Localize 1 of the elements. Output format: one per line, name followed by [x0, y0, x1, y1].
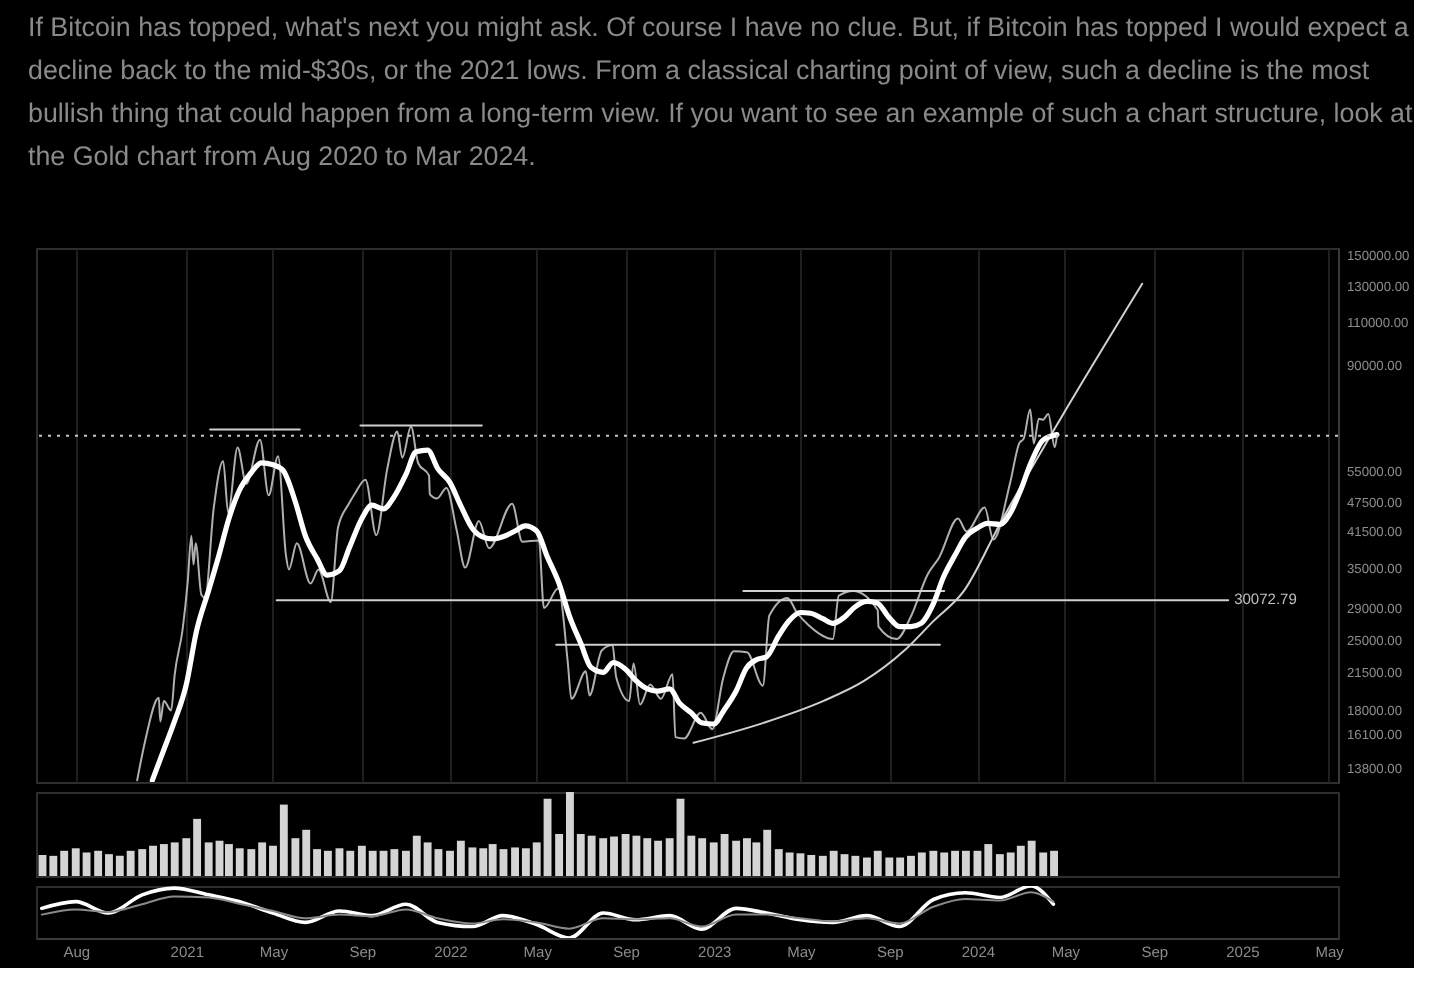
chart-title: If Bitcoin has topped, what's next you might ask. Of course I have no clue. But, if Bitcoin has topped I would expect a decline back to the mid-$30s, or the 2021 lows. From a classical charting point of view, such a decline is the most bullish thing that could happen from a long-term view. If you want to see an example of such a chart structure, look at the Gold chart from Aug 2020 to Mar 2024.: [28, 12, 1414, 172]
